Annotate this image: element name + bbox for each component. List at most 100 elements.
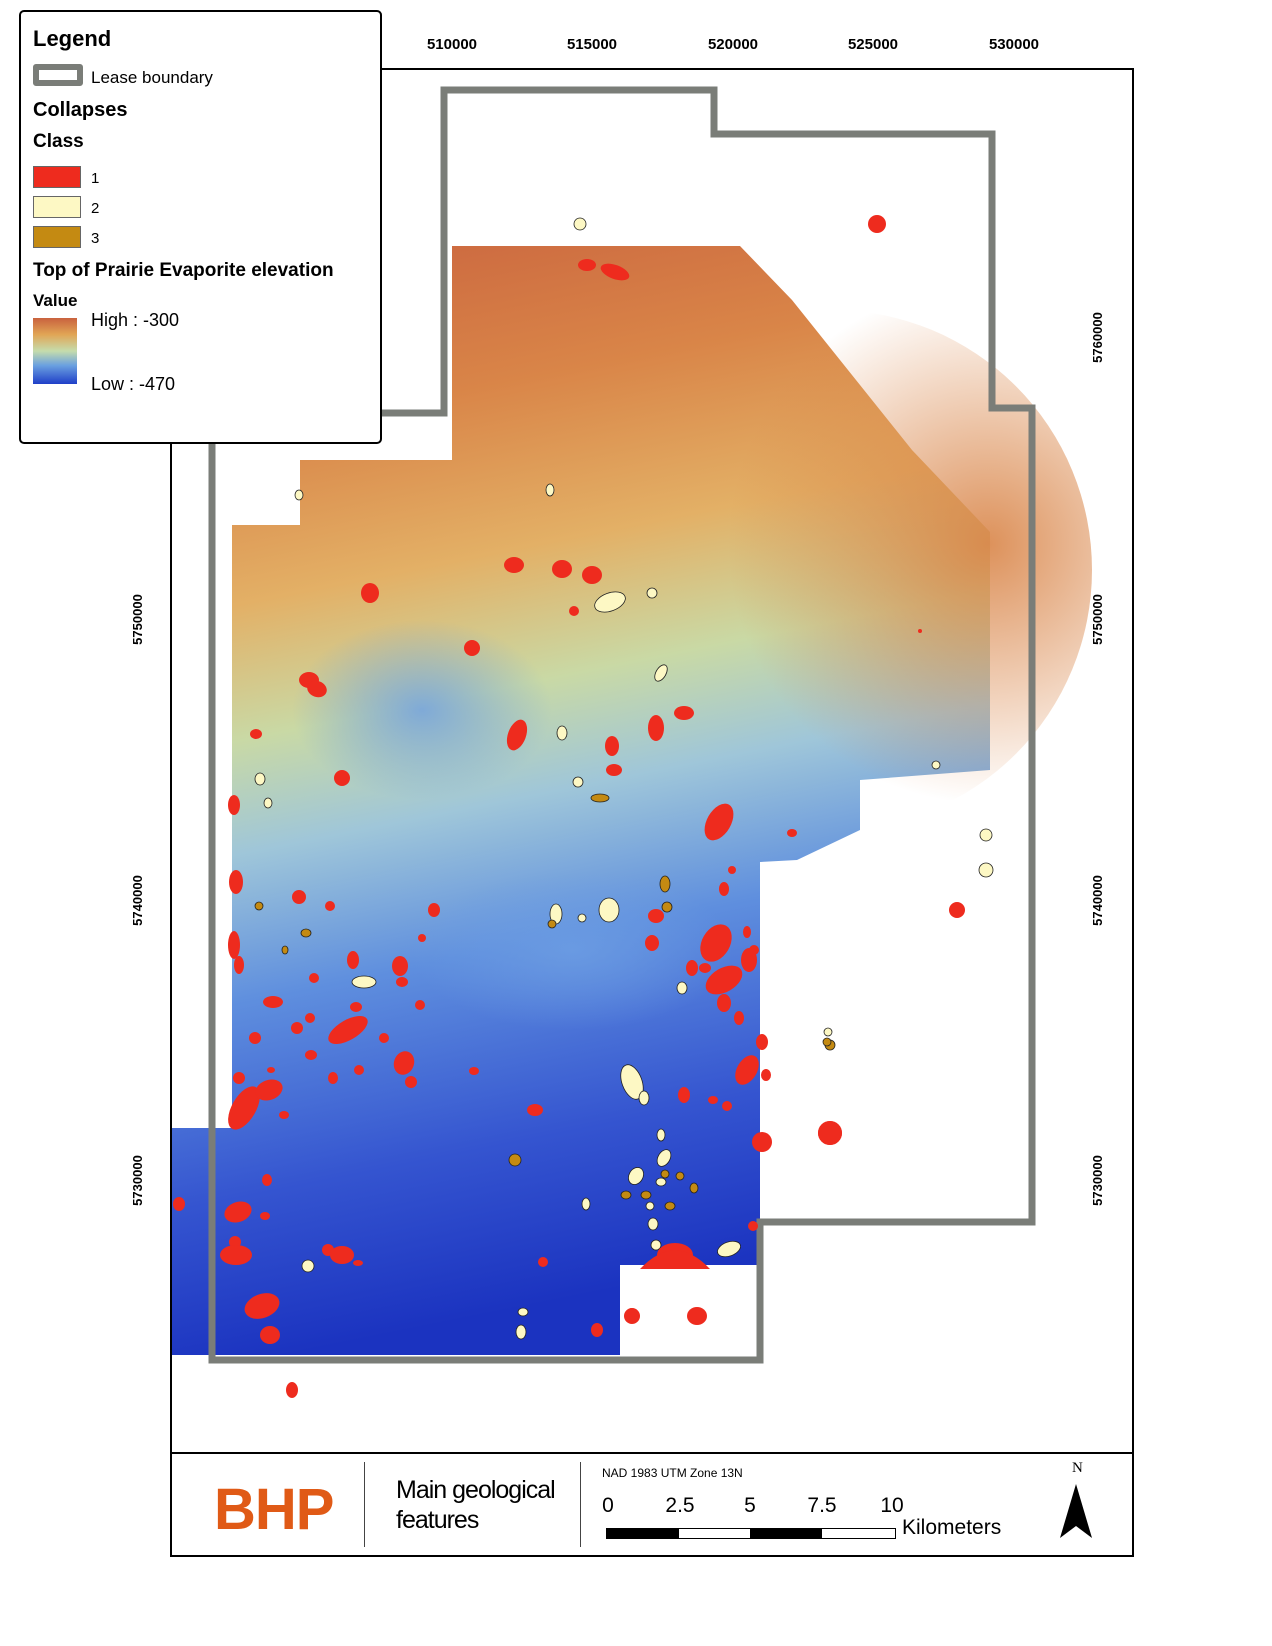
collapse-class-2[interactable]	[556, 725, 568, 741]
collapse-class-1[interactable]	[334, 770, 350, 786]
collapse-class-1[interactable]	[325, 901, 335, 911]
collapse-class-1[interactable]	[504, 557, 524, 573]
collapse-class-1[interactable]	[405, 1076, 417, 1088]
collapse-class-2[interactable]	[517, 1307, 529, 1317]
collapse-class-1[interactable]	[292, 890, 306, 904]
collapse-class-2[interactable]	[650, 1239, 662, 1251]
collapse-class-2[interactable]	[655, 1177, 667, 1187]
collapse-class-1[interactable]	[328, 1072, 338, 1084]
collapse-class-1[interactable]	[648, 909, 664, 923]
collapse-class-2[interactable]	[301, 1259, 315, 1273]
collapse-class-1[interactable]	[418, 934, 426, 942]
collapse-class-1[interactable]	[263, 996, 283, 1008]
collapse-class-2[interactable]	[625, 1165, 646, 1188]
collapse-class-1[interactable]	[305, 1013, 315, 1023]
collapse-class-2[interactable]	[647, 1217, 659, 1231]
collapse-class-1[interactable]	[734, 1011, 744, 1025]
collapse-class-1[interactable]	[361, 583, 379, 603]
collapse-class-3[interactable]	[620, 1190, 632, 1200]
collapse-class-1[interactable]	[787, 829, 797, 837]
collapse-class-2[interactable]	[638, 1090, 650, 1106]
collapse-class-1[interactable]	[324, 1010, 372, 1049]
collapse-class-3[interactable]	[689, 1182, 699, 1194]
collapse-class-1[interactable]	[390, 1048, 417, 1077]
collapse-class-2[interactable]	[573, 217, 587, 231]
collapse-class-1[interactable]	[286, 1382, 298, 1398]
collapse-class-1[interactable]	[221, 1198, 254, 1226]
collapse-class-2[interactable]	[598, 897, 620, 923]
collapse-class-1[interactable]	[719, 882, 729, 896]
collapse-class-3[interactable]	[640, 1190, 652, 1200]
collapse-class-1[interactable]	[173, 1197, 185, 1211]
collapse-class-3[interactable]	[659, 875, 671, 893]
collapse-class-1[interactable]	[309, 973, 319, 983]
collapse-class-1[interactable]	[730, 1051, 763, 1089]
collapse-class-1[interactable]	[552, 560, 572, 578]
collapse-class-1[interactable]	[694, 919, 738, 968]
collapse-class-2[interactable]	[616, 1062, 647, 1103]
collapse-class-1[interactable]	[229, 1236, 241, 1248]
collapse-class-1[interactable]	[260, 1212, 270, 1220]
collapse-class-2[interactable]	[715, 1238, 742, 1259]
collapse-class-1[interactable]	[464, 640, 480, 656]
collapse-class-3[interactable]	[822, 1037, 832, 1047]
collapse-class-1[interactable]	[674, 706, 694, 720]
collapse-class-1[interactable]	[305, 678, 329, 700]
collapse-class-2[interactable]	[572, 776, 584, 788]
collapse-class-1[interactable]	[748, 1221, 758, 1231]
collapse-class-1[interactable]	[305, 1050, 317, 1060]
collapse-class-3[interactable]	[590, 793, 610, 803]
collapse-class-1[interactable]	[350, 1002, 362, 1012]
collapse-class-1[interactable]	[761, 1069, 771, 1081]
collapse-class-1[interactable]	[396, 977, 408, 987]
collapse-class-1[interactable]	[728, 866, 736, 874]
collapse-class-3[interactable]	[281, 945, 289, 955]
collapse-class-1[interactable]	[591, 1323, 603, 1337]
collapse-class-1[interactable]	[599, 260, 632, 283]
collapse-class-2[interactable]	[979, 828, 993, 842]
collapse-class-2[interactable]	[646, 587, 658, 599]
collapse-class-1[interactable]	[538, 1257, 548, 1267]
collapse-class-1[interactable]	[606, 764, 622, 776]
collapse-class-1[interactable]	[699, 963, 711, 973]
collapse-class-1[interactable]	[687, 1307, 707, 1325]
collapse-features[interactable]	[173, 215, 994, 1398]
collapse-class-1[interactable]	[222, 1081, 267, 1135]
collapse-class-2[interactable]	[823, 1027, 833, 1037]
collapse-class-1[interactable]	[379, 1033, 389, 1043]
collapse-class-1[interactable]	[527, 1104, 543, 1116]
collapse-class-1[interactable]	[428, 903, 440, 917]
collapse-class-1[interactable]	[347, 951, 359, 969]
collapse-class-1[interactable]	[645, 935, 659, 951]
collapse-class-1[interactable]	[722, 1101, 732, 1111]
collapse-class-2[interactable]	[351, 975, 377, 989]
collapse-class-1[interactable]	[678, 1087, 690, 1103]
collapse-class-3[interactable]	[300, 928, 312, 938]
collapse-class-1[interactable]	[252, 1076, 285, 1104]
collapse-class-1[interactable]	[267, 1067, 275, 1073]
collapse-class-1[interactable]	[949, 902, 965, 918]
collapse-class-1[interactable]	[701, 960, 748, 1001]
collapse-class-1[interactable]	[353, 1260, 363, 1266]
collapse-class-2[interactable]	[592, 588, 628, 616]
collapse-class-1[interactable]	[330, 1246, 354, 1264]
map-frame[interactable]	[170, 68, 1134, 1460]
collapse-class-2[interactable]	[263, 797, 273, 809]
collapse-class-1[interactable]	[743, 926, 751, 938]
collapse-class-2[interactable]	[654, 1147, 673, 1169]
collapse-class-2[interactable]	[581, 1197, 591, 1211]
collapse-class-3[interactable]	[675, 1171, 685, 1181]
collapse-class-1[interactable]	[228, 795, 240, 815]
collapse-class-1[interactable]	[648, 715, 664, 741]
collapse-class-1[interactable]	[640, 1250, 710, 1270]
collapse-class-1[interactable]	[818, 1121, 842, 1145]
collapse-class-1[interactable]	[717, 994, 731, 1012]
collapse-class-1[interactable]	[279, 1111, 289, 1119]
collapse-class-1[interactable]	[503, 717, 531, 753]
collapse-class-3[interactable]	[664, 1201, 676, 1211]
map-canvas[interactable]	[172, 70, 1134, 1460]
collapse-class-1[interactable]	[392, 956, 408, 976]
collapse-class-1[interactable]	[752, 1132, 772, 1152]
collapse-class-1[interactable]	[415, 1000, 425, 1010]
collapse-class-1[interactable]	[354, 1065, 364, 1075]
